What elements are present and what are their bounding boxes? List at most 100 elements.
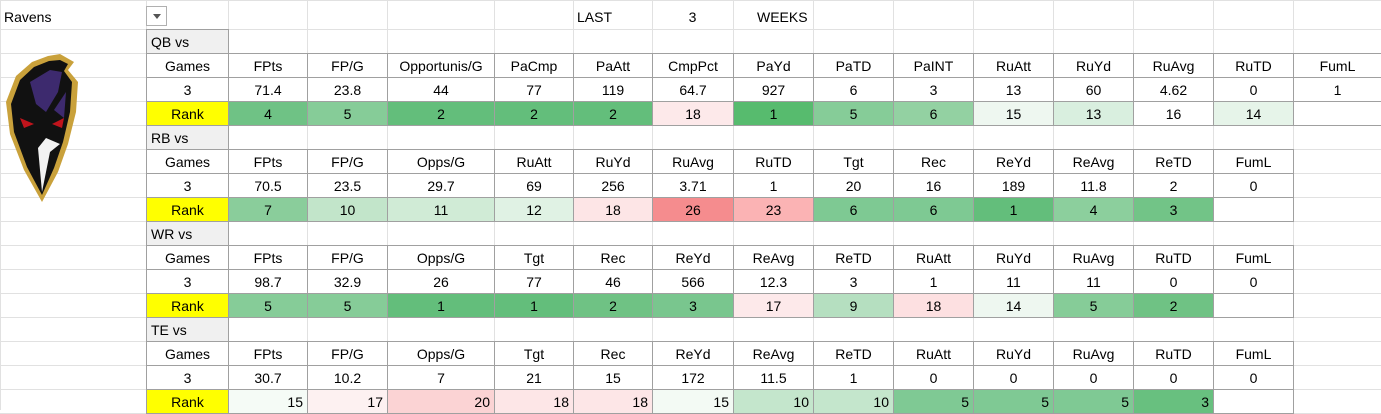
section-title[interactable]: QB vs [146, 29, 229, 54]
column-header[interactable]: Tgt [494, 245, 574, 270]
value-cell[interactable]: 77 [494, 269, 574, 294]
rank-cell[interactable]: 14 [973, 293, 1054, 318]
column-header[interactable]: ReTD [813, 341, 894, 366]
column-header[interactable]: Rec [573, 341, 653, 366]
column-header[interactable]: Opportunis/G [387, 53, 495, 78]
column-header[interactable]: ReAvg [733, 245, 814, 270]
value-cell[interactable]: 29.7 [387, 173, 495, 198]
column-header[interactable]: RuYd [1053, 53, 1134, 78]
rank-cell[interactable]: 5 [307, 101, 388, 126]
value-cell[interactable]: 3 [146, 77, 229, 102]
column-header[interactable]: Rec [573, 245, 653, 270]
value-cell[interactable]: 23.8 [307, 77, 388, 102]
value-cell[interactable]: 98.7 [228, 269, 308, 294]
column-header[interactable]: ReTD [813, 245, 894, 270]
value-cell[interactable]: 2 [1133, 173, 1214, 198]
rank-cell[interactable]: 3 [652, 293, 734, 318]
rank-cell[interactable]: 5 [307, 293, 388, 318]
rank-cell[interactable]: 15 [652, 389, 734, 414]
value-cell[interactable]: 71.4 [228, 77, 308, 102]
value-cell[interactable]: 0 [1213, 269, 1294, 294]
rank-cell[interactable]: 2 [494, 101, 574, 126]
column-header[interactable]: RuAtt [494, 149, 574, 174]
value-cell[interactable]: 7 [387, 365, 495, 390]
value-cell[interactable]: 1 [1293, 77, 1381, 102]
rank-cell[interactable]: 9 [813, 293, 894, 318]
column-header[interactable]: PaAtt [573, 53, 653, 78]
value-cell[interactable]: 3 [813, 269, 894, 294]
column-header[interactable]: FPts [228, 245, 308, 270]
value-cell[interactable]: 0 [973, 365, 1054, 390]
value-cell[interactable]: 0 [1213, 173, 1294, 198]
column-header[interactable]: Opps/G [387, 245, 495, 270]
rank-cell[interactable]: 2 [573, 101, 653, 126]
header-cell[interactable]: LAST [577, 9, 613, 25]
column-header[interactable]: RuAtt [973, 53, 1054, 78]
column-header[interactable]: ReAvg [733, 341, 814, 366]
column-header[interactable]: FPts [228, 53, 308, 78]
rank-label[interactable]: Rank [146, 101, 229, 126]
value-cell[interactable]: 3 [146, 269, 229, 294]
value-cell[interactable]: 11 [1053, 269, 1134, 294]
column-header[interactable]: Games [146, 53, 229, 78]
rank-cell[interactable]: 15 [228, 389, 308, 414]
rank-cell-empty[interactable] [1293, 101, 1381, 126]
value-cell[interactable]: 566 [652, 269, 734, 294]
rank-cell[interactable]: 2 [573, 293, 653, 318]
rank-cell[interactable]: 18 [893, 293, 974, 318]
value-cell[interactable]: 44 [387, 77, 495, 102]
column-header[interactable]: RuYd [973, 341, 1054, 366]
value-cell[interactable]: 4.62 [1133, 77, 1214, 102]
column-header[interactable]: RuAtt [893, 245, 974, 270]
value-cell[interactable]: 0 [1213, 365, 1294, 390]
value-cell[interactable]: 3 [146, 173, 229, 198]
rank-cell[interactable]: 3 [1133, 197, 1214, 222]
value-cell[interactable]: 69 [494, 173, 574, 198]
column-header[interactable]: RuAvg [652, 149, 734, 174]
rank-cell[interactable]: 18 [494, 389, 574, 414]
column-header[interactable]: FumL [1213, 245, 1294, 270]
column-header[interactable]: ReYd [973, 149, 1054, 174]
column-header[interactable]: PaCmp [494, 53, 574, 78]
rank-cell-empty[interactable] [1213, 197, 1294, 222]
rank-cell[interactable]: 5 [1053, 389, 1134, 414]
column-header[interactable]: Rec [893, 149, 974, 174]
value-cell[interactable]: 15 [573, 365, 653, 390]
column-header[interactable]: RuAvg [1133, 53, 1214, 78]
value-cell[interactable]: 0 [1053, 365, 1134, 390]
rank-cell[interactable]: 10 [307, 197, 388, 222]
value-cell[interactable]: 0 [893, 365, 974, 390]
value-cell[interactable]: 256 [573, 173, 653, 198]
rank-cell[interactable]: 1 [733, 101, 814, 126]
value-cell[interactable]: 70.5 [228, 173, 308, 198]
value-cell[interactable]: 1 [893, 269, 974, 294]
value-cell[interactable]: 32.9 [307, 269, 388, 294]
rank-cell[interactable]: 10 [813, 389, 894, 414]
column-header[interactable]: RuTD [1213, 53, 1294, 78]
value-cell[interactable]: 46 [573, 269, 653, 294]
rank-label[interactable]: Rank [146, 197, 229, 222]
rank-cell[interactable]: 12 [494, 197, 574, 222]
rank-cell[interactable]: 1 [973, 197, 1054, 222]
column-header[interactable]: Tgt [494, 341, 574, 366]
rank-cell[interactable]: 6 [893, 197, 974, 222]
header-cell[interactable]: WEEKS [757, 9, 808, 25]
value-cell[interactable]: 20 [813, 173, 894, 198]
column-header[interactable]: FP/G [307, 341, 388, 366]
section-title[interactable]: RB vs [146, 125, 229, 150]
rank-cell[interactable]: 6 [813, 197, 894, 222]
value-cell[interactable]: 10.2 [307, 365, 388, 390]
column-header[interactable]: Games [146, 149, 229, 174]
column-header[interactable]: CmpPct [652, 53, 734, 78]
column-header[interactable]: Games [146, 245, 229, 270]
column-header[interactable]: RuTD [733, 149, 814, 174]
column-header[interactable]: Games [146, 341, 229, 366]
value-cell[interactable]: 3.71 [652, 173, 734, 198]
value-cell[interactable]: 6 [813, 77, 894, 102]
rank-cell[interactable]: 5 [893, 389, 974, 414]
value-cell[interactable]: 1 [733, 173, 814, 198]
rank-cell-empty[interactable] [1213, 293, 1294, 318]
header-cell[interactable]: 3 [688, 9, 697, 25]
value-cell[interactable]: 13 [973, 77, 1054, 102]
rank-cell[interactable]: 17 [307, 389, 388, 414]
